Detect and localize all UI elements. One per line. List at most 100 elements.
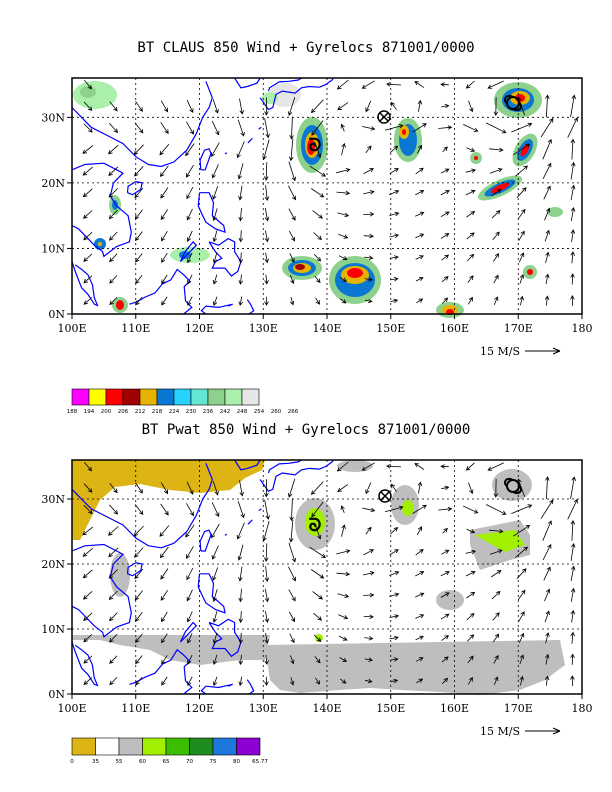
wind-vector bbox=[336, 79, 349, 90]
wind-vector bbox=[187, 296, 193, 306]
wind-vector bbox=[238, 566, 243, 582]
coastline bbox=[71, 641, 99, 687]
wind-vector bbox=[363, 571, 375, 576]
wind-scale-label: 15 M/S bbox=[480, 345, 520, 358]
wind-vector bbox=[465, 570, 476, 577]
wind-vector bbox=[363, 549, 375, 556]
wind-vector bbox=[465, 462, 475, 471]
wind-vector bbox=[238, 654, 244, 666]
wind-vector bbox=[440, 613, 450, 620]
wind-vector bbox=[465, 168, 477, 173]
wind-vector bbox=[440, 82, 449, 87]
wind-vector bbox=[390, 483, 397, 492]
wind-vector bbox=[442, 297, 449, 304]
wind-vector bbox=[440, 549, 450, 555]
cloud-blob bbox=[523, 265, 537, 279]
wind-vector bbox=[415, 657, 424, 662]
wind-vector bbox=[570, 675, 575, 687]
svg-text:ᘐ: ᘐ bbox=[309, 135, 322, 156]
wind-vector bbox=[570, 587, 576, 602]
coastline bbox=[246, 679, 255, 695]
wind-vector bbox=[109, 612, 118, 622]
wind-vector bbox=[389, 635, 399, 641]
wind-vector bbox=[415, 167, 424, 175]
wind-vector bbox=[542, 520, 552, 541]
wind-vector bbox=[288, 230, 295, 242]
wind-vector bbox=[264, 566, 270, 583]
wind-vector bbox=[414, 463, 425, 470]
coastline bbox=[71, 81, 213, 168]
wind-vector bbox=[264, 274, 269, 285]
wind-vector bbox=[238, 588, 243, 603]
typhoon-symbol: ᘐ bbox=[309, 135, 322, 156]
cloud-blob bbox=[477, 175, 523, 201]
wind-vector bbox=[466, 211, 476, 218]
wind-vector bbox=[134, 547, 144, 558]
wind-vector bbox=[109, 101, 118, 112]
coastline bbox=[208, 237, 242, 277]
y-tick-label: 0N bbox=[48, 308, 65, 321]
x-tick-label: 150E bbox=[376, 702, 405, 715]
wind-vector bbox=[310, 99, 324, 114]
y-tick-label: 30N bbox=[41, 493, 65, 506]
wind-vector bbox=[264, 252, 269, 264]
wind-vector bbox=[313, 254, 322, 262]
bottom-colorbar: 0 35 55 60 65 70 75 80 65.77 bbox=[70, 737, 268, 765]
wind-vector bbox=[389, 549, 399, 556]
wind-vector bbox=[339, 298, 347, 304]
wind-vector bbox=[134, 504, 144, 516]
wind-vector bbox=[186, 481, 194, 495]
wind-vector bbox=[264, 97, 269, 116]
coastline bbox=[71, 261, 99, 307]
wind-vector bbox=[440, 464, 449, 469]
bottom-x-tick-labels: 100E 110E 120E 130E 140E 150E 160E 170E 180 bbox=[57, 694, 593, 715]
coastline bbox=[179, 241, 198, 263]
wind-vector bbox=[289, 498, 294, 522]
wind-vector bbox=[83, 504, 93, 515]
wind-vector bbox=[570, 295, 575, 306]
wind-vector bbox=[212, 208, 218, 222]
wind-vector bbox=[544, 273, 550, 285]
wind-vector bbox=[109, 633, 118, 643]
wind-vector bbox=[82, 166, 93, 176]
wind-vector bbox=[82, 547, 93, 557]
wind-vector bbox=[570, 206, 576, 221]
wind-vector bbox=[290, 655, 295, 665]
wind-vector bbox=[83, 462, 93, 472]
wind-vector bbox=[362, 126, 376, 131]
wind-vector bbox=[82, 210, 93, 219]
x-tick-label: 140E bbox=[312, 322, 341, 335]
pwat-field bbox=[402, 500, 414, 516]
wind-vector bbox=[264, 588, 270, 603]
wind-vector bbox=[540, 117, 554, 138]
wind-vector bbox=[365, 482, 372, 495]
wind-vector bbox=[160, 482, 169, 495]
wind-vector bbox=[513, 525, 531, 537]
wind-vector bbox=[134, 611, 143, 622]
wind-vector bbox=[441, 254, 450, 261]
colorbar-swatch bbox=[165, 737, 190, 756]
colorbar-tick-label: 224 bbox=[169, 409, 180, 415]
colorbar-tick-label: 65 bbox=[163, 759, 170, 765]
cloud-blob bbox=[282, 256, 322, 280]
pwat-field bbox=[265, 640, 565, 695]
wind-vector bbox=[186, 611, 193, 623]
wind-vector bbox=[416, 526, 422, 535]
wind-vector bbox=[518, 252, 525, 263]
wind-vector bbox=[83, 634, 93, 643]
wind-vector bbox=[83, 275, 93, 284]
wind-vector bbox=[540, 499, 554, 519]
wind-vector bbox=[83, 483, 93, 493]
coastline bbox=[267, 459, 302, 474]
wind-vector bbox=[513, 143, 531, 156]
wind-vector bbox=[262, 139, 270, 161]
wind-vector bbox=[519, 675, 524, 686]
colorbar-swatch bbox=[105, 388, 124, 406]
wind-vector bbox=[160, 209, 169, 221]
x-tick-label: 100E bbox=[57, 322, 86, 335]
wind-vector bbox=[467, 253, 475, 262]
pwat-field bbox=[337, 460, 373, 472]
wind-vector bbox=[108, 166, 119, 176]
wind-vector bbox=[389, 614, 400, 619]
wind-vector bbox=[545, 632, 550, 644]
